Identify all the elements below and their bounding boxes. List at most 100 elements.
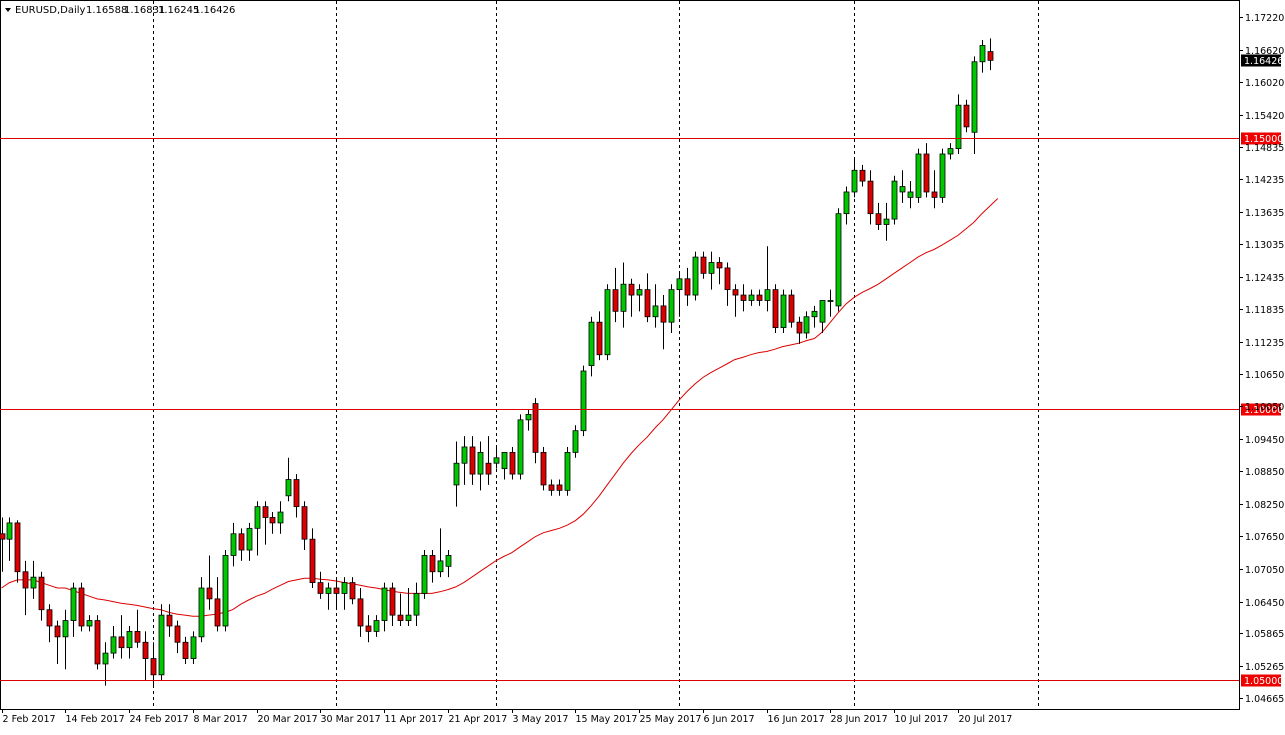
candle-body-bear <box>756 294 763 301</box>
x-tick-label: 15 May 2017 <box>576 714 638 725</box>
candle <box>907 181 914 209</box>
candle-body-bull <box>62 620 69 638</box>
y-tick-label: 1.11835 <box>1245 305 1284 316</box>
candle <box>389 582 396 626</box>
candle <box>182 636 189 664</box>
candle <box>931 170 938 209</box>
candle-body-bear <box>333 587 340 594</box>
candle <box>54 620 61 664</box>
candle <box>134 609 141 648</box>
candle <box>971 56 978 154</box>
candle-body-bull <box>86 620 93 627</box>
candle-body-bull <box>461 446 468 464</box>
candle <box>628 278 635 317</box>
candle-body-bear <box>540 451 547 486</box>
y-tick-label: 1.16620 <box>1245 46 1284 57</box>
candle <box>947 143 954 160</box>
candle-body-bull <box>708 262 715 274</box>
candle-body-bear <box>987 51 994 61</box>
candle-body-bull <box>158 614 165 676</box>
x-tick-label: 24 Feb 2017 <box>130 714 189 725</box>
candle <box>309 528 316 589</box>
candle <box>939 148 946 203</box>
candle-body-bear <box>716 262 723 269</box>
candle <box>556 479 563 496</box>
candle <box>206 555 213 610</box>
candle-body-bull <box>198 587 205 638</box>
candle <box>963 99 970 133</box>
candle-body-bull <box>477 451 484 475</box>
ohlc-low: 1.16245 <box>158 5 199 16</box>
candle-body-bear <box>772 289 779 329</box>
candle-body-bull <box>246 527 253 551</box>
candle-body-bear <box>556 484 563 491</box>
candle <box>915 148 922 203</box>
candle <box>150 642 157 686</box>
candle-body-bull <box>843 191 850 215</box>
candle <box>158 604 165 681</box>
level-label-2: 1.05000 <box>1244 676 1283 687</box>
current-price-marker: 1.16426 <box>1244 56 1283 67</box>
candle <box>604 284 611 361</box>
candle-body-bear <box>532 403 539 453</box>
candle-body-bear <box>485 462 492 475</box>
candle <box>748 289 755 306</box>
candle <box>612 267 619 323</box>
candle <box>22 560 29 616</box>
candle-body-bull <box>405 614 412 621</box>
candle-body-bull <box>437 560 444 573</box>
level-label-1: 1.10000 <box>1244 405 1283 416</box>
candle-body-bull <box>915 153 922 198</box>
candle-body-bear <box>357 598 364 627</box>
candle-body-bear <box>238 533 245 551</box>
level-label-bg-1 <box>1241 403 1281 416</box>
candle-body-bull <box>517 419 524 475</box>
candle-body-bull <box>971 61 978 133</box>
candle-body-bear <box>206 587 213 600</box>
candle-body-bear <box>875 213 882 225</box>
candle-body-bear <box>859 169 866 182</box>
symbol-dropdown-icon[interactable] <box>5 8 11 12</box>
candle-body-bull <box>341 582 348 594</box>
candle-body-bear <box>262 506 269 518</box>
candle <box>246 522 253 561</box>
candle <box>684 267 691 306</box>
candle-body-bull <box>445 555 452 567</box>
candle-body-bear <box>38 576 45 611</box>
candle <box>891 175 898 225</box>
x-tick-label: 21 Apr 2017 <box>449 714 508 725</box>
y-tick-label: 1.05265 <box>1245 662 1284 673</box>
candle-body-bull <box>30 576 37 589</box>
candle <box>142 631 149 681</box>
candle <box>501 451 508 480</box>
candle-body-bull <box>835 213 842 307</box>
candle <box>166 604 173 637</box>
candle <box>293 474 300 518</box>
candle <box>764 246 771 312</box>
candle-body-bear <box>309 538 316 583</box>
candle <box>341 577 348 610</box>
candle <box>214 577 221 632</box>
candle <box>724 262 731 306</box>
candle <box>644 273 651 323</box>
candle-body-bull <box>891 180 898 220</box>
candle-body-bear <box>365 625 372 632</box>
candle-body-bear <box>78 587 85 627</box>
x-tick-label: 11 Apr 2017 <box>385 714 444 725</box>
y-tick-label: 1.08250 <box>1245 500 1284 511</box>
candle <box>477 441 484 491</box>
candle <box>461 436 468 485</box>
candle-body-bull <box>525 414 532 421</box>
candle-body-bear <box>596 321 603 356</box>
candle-body-bear <box>293 479 300 508</box>
y-tick-label: 1.14835 <box>1245 143 1284 154</box>
candle <box>102 642 109 686</box>
candle-body-bull <box>580 370 587 432</box>
y-tick-label: 1.07050 <box>1245 565 1284 576</box>
candle <box>875 202 882 230</box>
candle-body-bull <box>819 300 826 323</box>
level-label-bg-0 <box>1241 132 1281 145</box>
x-tick-label: 8 Mar 2017 <box>194 714 248 725</box>
candle-body-bear <box>182 641 189 659</box>
